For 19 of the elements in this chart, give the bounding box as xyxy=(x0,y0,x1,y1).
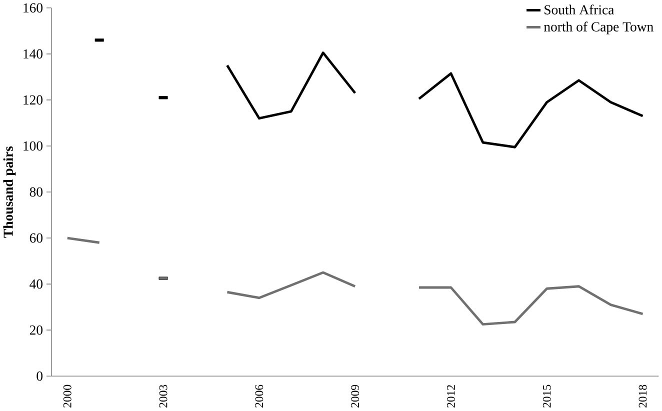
y-tick-label: 80 xyxy=(30,187,43,197)
y-tick-label: 100 xyxy=(24,141,43,150)
y-tick-label: 0 xyxy=(36,371,43,381)
y-tick-label: 160 xyxy=(24,3,43,12)
x-tick-label: 2018 xyxy=(638,384,647,408)
y-tick-label: 20 xyxy=(30,325,43,335)
x-tick-label: 2006 xyxy=(255,384,264,408)
x-tick-label: 2012 xyxy=(446,385,455,408)
x-tick-label: 2000 xyxy=(63,384,72,408)
y-axis-title: Thousand pairs xyxy=(3,146,16,238)
x-tick-label: 2009 xyxy=(351,384,360,408)
x-tick-label: 2015 xyxy=(542,384,551,408)
y-tick-label: 140 xyxy=(24,49,43,58)
y-tick-label: 60 xyxy=(30,233,43,243)
legend-label: South Africa xyxy=(544,4,614,14)
y-tick-label: 120 xyxy=(24,95,43,104)
legend-label: north of Cape Town xyxy=(544,22,654,34)
x-tick-label: 2003 xyxy=(159,384,168,408)
y-tick-label: 40 xyxy=(30,279,43,289)
